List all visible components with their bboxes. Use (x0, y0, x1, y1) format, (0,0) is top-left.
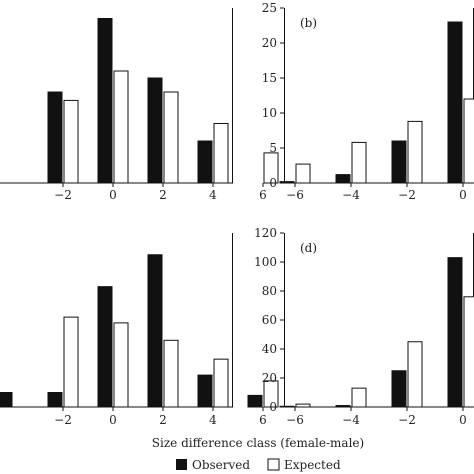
bar-observed (447, 21, 463, 184)
bar-observed (391, 140, 407, 184)
x-tick-label: 2 (159, 413, 167, 427)
y-tick-label: 0 (269, 176, 277, 190)
bar-observed (47, 392, 63, 408)
bar-expected (351, 141, 367, 184)
y-tick-label: 120 (254, 226, 277, 240)
bar-observed (147, 77, 163, 184)
legend: Observed Expected (176, 458, 341, 472)
bar-expected (407, 341, 423, 408)
x-tick-label: 4 (209, 413, 217, 427)
x-tick-label: 0 (459, 413, 467, 427)
bar-expected (263, 152, 279, 184)
x-tick-label: −2 (54, 188, 72, 202)
y-tick-label: 60 (262, 313, 277, 327)
legend-observed-swatch (176, 459, 187, 470)
x-tick-label: 4 (209, 188, 217, 202)
bar-expected (63, 99, 79, 184)
x-axis-title: Size difference class (female-male) (152, 436, 364, 450)
y-tick-label: 20 (262, 371, 277, 385)
bar-observed (197, 374, 213, 408)
x-tick-label: 0 (109, 413, 117, 427)
bar-observed (147, 254, 163, 408)
y-tick-label: 15 (262, 71, 277, 85)
y-tick-label: 20 (262, 36, 277, 50)
bar-expected (213, 358, 229, 408)
x-tick-label: 6 (259, 413, 267, 427)
bar-expected (113, 70, 129, 184)
x-tick-label: −2 (398, 188, 416, 202)
y-tick-label: 10 (262, 106, 277, 120)
y-tick-label: 0 (269, 400, 277, 414)
panel-label: (b) (300, 16, 317, 30)
bar-observed (247, 394, 263, 408)
bar-observed (0, 392, 13, 408)
x-tick-label: −2 (54, 413, 72, 427)
x-tick-label: −4 (342, 413, 360, 427)
x-tick-label: 0 (459, 188, 467, 202)
x-tick-label: 2 (159, 188, 167, 202)
x-tick-label: −6 (286, 188, 304, 202)
bar-observed (197, 140, 213, 184)
bar-expected (213, 123, 229, 184)
bar-expected (463, 98, 474, 184)
panel-c: −2 0 2 4 6 (0, 233, 279, 427)
y-tick-label: 5 (269, 141, 277, 155)
bar-expected (351, 387, 367, 408)
bar-observed (97, 286, 113, 408)
bar-expected (113, 322, 129, 408)
bar-expected (263, 380, 279, 408)
bar-observed (335, 174, 351, 184)
bar-expected (163, 339, 179, 408)
panel-d: 0 20 40 60 80 100 120 −6 −4 −2 0 (d) (254, 226, 474, 427)
x-tick-label: −2 (398, 413, 416, 427)
bar-observed (97, 18, 113, 184)
bar-observed (279, 181, 295, 184)
bar-expected (63, 316, 79, 408)
bar-expected (163, 91, 179, 184)
panel-label: (d) (300, 241, 317, 255)
bar-expected (463, 296, 474, 408)
x-tick-label: 0 (109, 188, 117, 202)
legend-expected-swatch (267, 458, 280, 471)
legend-expected-label: Expected (284, 458, 341, 472)
x-tick-label: −4 (342, 188, 360, 202)
bar-expected (295, 403, 311, 408)
bar-observed (47, 91, 63, 184)
bar-expected (295, 163, 311, 184)
x-tick-label: 6 (259, 188, 267, 202)
bar-observed (447, 257, 463, 408)
panel-b: 0 5 10 15 20 25 −6 −4 −2 0 (b) (262, 1, 474, 202)
y-tick-label: 40 (262, 342, 277, 356)
panel-a: −2 0 2 4 6 (0, 8, 279, 202)
y-tick-label: 100 (254, 255, 277, 269)
y-tick-label: 25 (262, 1, 277, 15)
bar-expected (407, 120, 423, 184)
bar-observed (279, 405, 295, 408)
legend-observed-label: Observed (192, 458, 250, 472)
x-tick-label: −6 (286, 413, 304, 427)
bar-observed (335, 405, 351, 408)
bar-observed (391, 370, 407, 408)
y-tick-label: 80 (262, 284, 277, 298)
